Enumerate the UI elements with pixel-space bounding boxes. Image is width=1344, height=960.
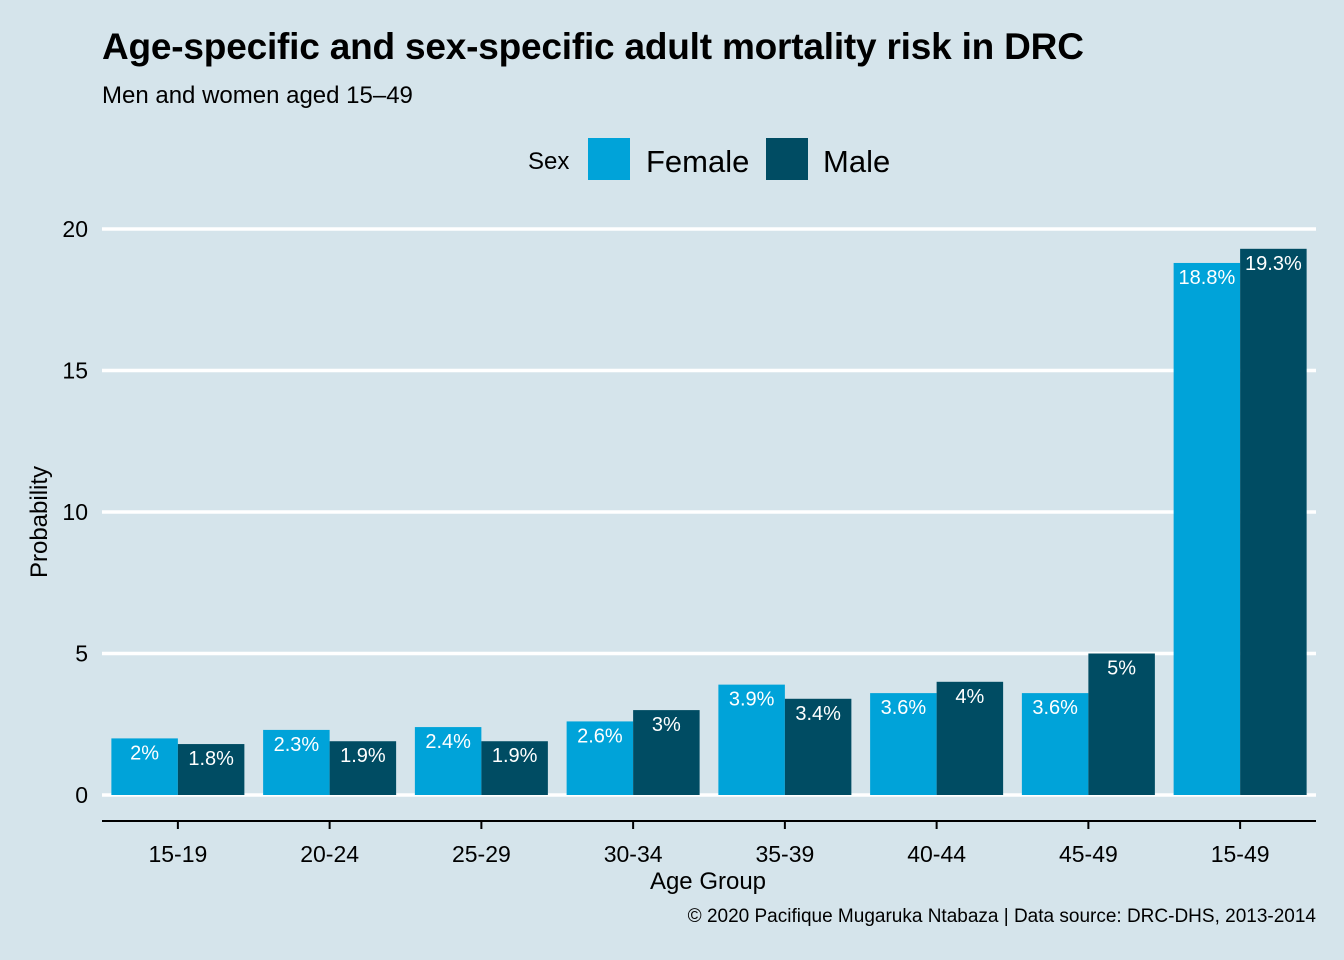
y-tick-label: 5 <box>75 641 88 667</box>
x-tick-label: 15-49 <box>1211 841 1270 867</box>
bar-label: 2.6% <box>577 725 623 747</box>
bar-label: 3.4% <box>795 703 841 725</box>
bar-female-25-29 <box>414 727 482 795</box>
bar-label: 3.6% <box>1032 697 1078 719</box>
bar-female-45-49 <box>1021 693 1089 795</box>
bars: 2% 1.8% 2.3% 1.9% 2.4% 1.9% 2.6% 3% 3.9% 3.4% 3.6%… <box>111 248 1307 796</box>
legend: Sex Female Male <box>528 138 890 180</box>
chart-caption: © 2020 Pacifique Mugaruka Ntabaza | Data… <box>687 906 1316 927</box>
x-tick-label: 20-24 <box>300 841 359 867</box>
bar-male-20-24 <box>329 741 397 795</box>
bar-label: 2.3% <box>274 734 320 756</box>
bar-male-35-39 <box>784 698 852 795</box>
legend-key-male <box>766 138 808 180</box>
bar-male-40-44 <box>936 681 1004 795</box>
bar-female-40-44 <box>870 693 937 795</box>
legend-title: Sex <box>528 148 569 175</box>
bar-female-35-39 <box>718 684 785 795</box>
bar-label: 5% <box>1107 658 1136 680</box>
x-tick-label: 25-29 <box>452 841 511 867</box>
bar-male-15-19 <box>177 744 245 795</box>
y-tick-label: 20 <box>62 216 88 242</box>
bar-female-15-19 <box>111 738 178 795</box>
bar-label: 19.3% <box>1245 253 1302 275</box>
chart-title: Age-specific and sex-specific adult mort… <box>102 26 1084 67</box>
bar-label: 2.4% <box>425 731 471 753</box>
y-tick-label: 15 <box>62 358 88 384</box>
legend-label-female: Female <box>646 144 749 179</box>
y-axis-ticks: 0 5 10 15 20 <box>62 216 88 808</box>
y-tick-label: 0 <box>75 782 88 808</box>
x-axis-title: Age Group <box>650 868 766 895</box>
x-tick-label: 30-34 <box>604 841 663 867</box>
legend-label-male: Male <box>823 144 890 179</box>
x-axis: 15-19 20-24 25-29 30-34 35-39 40-44 45-49 15-49 <box>102 820 1316 867</box>
bar-male-30-34 <box>633 710 700 795</box>
chart-subtitle: Men and women aged 15–49 <box>102 82 413 109</box>
y-axis-title: Probability <box>26 466 53 578</box>
x-tick-label: 45-49 <box>1059 841 1118 867</box>
bar-label: 3.9% <box>729 689 775 711</box>
bar-label: 4% <box>955 686 984 708</box>
bar-label: 1.9% <box>340 745 386 767</box>
legend-key-female <box>588 138 630 180</box>
bar-male-45-49 <box>1088 653 1155 795</box>
bar-male-15-49 <box>1240 248 1307 795</box>
bar-female-30-34 <box>566 721 634 795</box>
bar-female-20-24 <box>263 729 330 795</box>
x-tick-label: 35-39 <box>755 841 814 867</box>
bar-label: 18.8% <box>1179 267 1236 289</box>
x-tick-label: 40-44 <box>907 841 966 867</box>
bar-label: 2% <box>130 742 159 764</box>
y-tick-label: 10 <box>62 499 88 525</box>
bar-label: 3% <box>652 714 681 736</box>
x-tick-label: 15-19 <box>148 841 207 867</box>
bar-label: 1.9% <box>492 745 538 767</box>
bar-female-15-49 <box>1173 262 1241 796</box>
bar-male-25-29 <box>481 741 548 795</box>
bar-label: 3.6% <box>881 697 927 719</box>
bar-label: 1.8% <box>188 748 234 770</box>
